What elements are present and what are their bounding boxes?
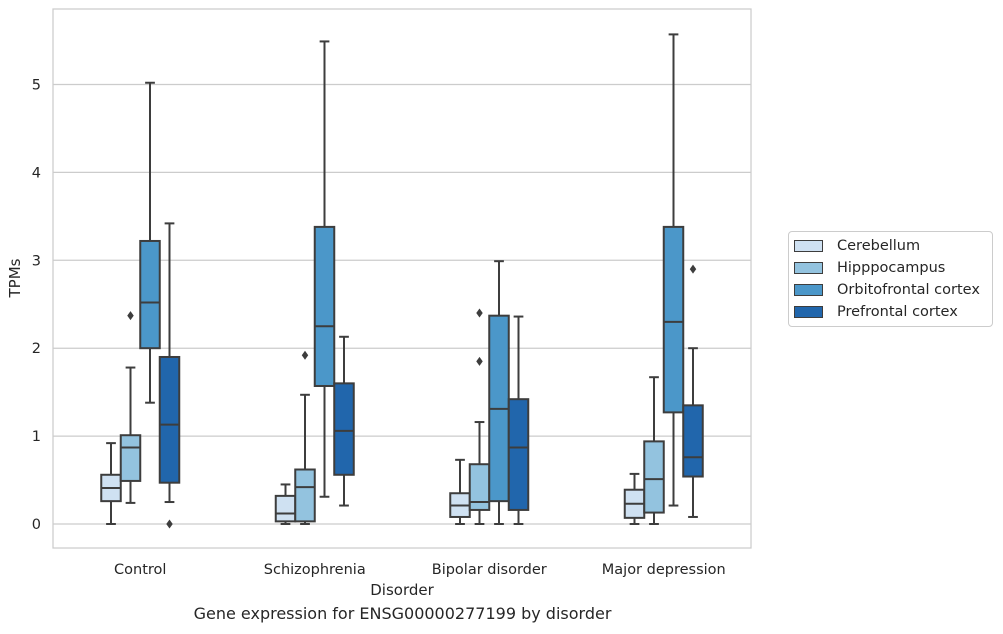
- iqr-box: [313, 225, 336, 387]
- x-tick-label: Schizophrenia: [264, 562, 366, 578]
- legend-label: Cerebellum: [837, 238, 921, 254]
- iqr-box: [682, 404, 704, 478]
- y-tick-label: 4: [32, 165, 41, 181]
- box-prefrontal-cortex: [158, 222, 181, 529]
- box-layer: [100, 33, 704, 529]
- box-prefrontal-cortex: [682, 264, 704, 518]
- box-orbitofrontal-cortex: [662, 33, 685, 507]
- legend-label: Prefrontal cortex: [837, 304, 958, 320]
- iqr-box: [274, 494, 297, 523]
- outlier-point: [689, 264, 697, 274]
- box-prefrontal-cortex: [507, 315, 530, 525]
- y-tick-label: 1: [32, 429, 41, 445]
- y-axis-label: TPMs: [6, 258, 24, 298]
- outlier-point: [476, 308, 483, 318]
- y-tick-label: 5: [32, 78, 41, 94]
- box-cerebellum: [274, 483, 297, 525]
- y-tick-label: 0: [32, 517, 41, 533]
- iqr-box: [158, 355, 181, 484]
- box-hipppocampus: [294, 350, 316, 525]
- iqr-box: [333, 382, 355, 476]
- legend-item-orbitofrontal-cortex: Orbitofrontal cortex: [794, 280, 980, 300]
- legend-label: Orbitofrontal cortex: [837, 282, 980, 298]
- x-tick-label: Major depression: [602, 562, 726, 578]
- box-cerebellum: [449, 458, 471, 525]
- iqr-box: [119, 434, 142, 482]
- plot-frame: [52, 8, 752, 549]
- iqr-box: [643, 440, 665, 514]
- outlier-point: [166, 519, 173, 529]
- iqr-box: [139, 239, 161, 350]
- y-tick-label: 3: [32, 253, 41, 269]
- box-hipppocampus: [643, 376, 665, 525]
- box-hipppocampus: [119, 311, 142, 504]
- outlier-point: [127, 311, 134, 321]
- x-tick-label: Bipolar disorder: [432, 562, 547, 578]
- outlier-point: [476, 356, 483, 366]
- y-tick-labels: 0 1 2 3 4 5: [32, 78, 41, 534]
- box-hipppocampus: [468, 308, 491, 525]
- box-cerebellum: [623, 472, 646, 525]
- box-orbitofrontal-cortex: [139, 81, 161, 404]
- legend-item-prefrontal-cortex: Prefrontal cortex: [794, 302, 958, 322]
- legend-swatch-cerebellum: [794, 240, 823, 252]
- box-orbitofrontal-cortex: [313, 40, 336, 498]
- legend-label: Hipppocampus: [837, 260, 946, 276]
- legend-swatch-hippocampus: [794, 262, 823, 274]
- legend-swatch-prefrontal-cortex: [794, 306, 823, 318]
- iqr-box: [294, 468, 316, 523]
- iqr-box: [468, 463, 491, 511]
- iqr-box: [662, 225, 685, 414]
- legend: Cerebellum Hipppocampus Orbitofrontal co…: [788, 231, 993, 327]
- chart-caption: Gene expression for ENSG00000277199 by d…: [193, 604, 612, 623]
- x-axis-label: Disorder: [370, 581, 434, 599]
- box-orbitofrontal-cortex: [488, 260, 510, 525]
- x-tick-label: Control: [114, 562, 166, 578]
- outlier-point: [301, 350, 309, 360]
- iqr-box: [507, 398, 530, 511]
- legend-item-cerebellum: Cerebellum: [794, 236, 920, 256]
- legend-swatch-orbitofrontal-cortex: [794, 284, 823, 296]
- box-cerebellum: [100, 442, 122, 525]
- x-tick-labels: Control Schizophrenia Bipolar disorder Majo…: [114, 562, 726, 578]
- legend-item-hippocampus: Hipppocampus: [794, 258, 945, 278]
- y-tick-label: 2: [32, 341, 41, 357]
- box-prefrontal-cortex: [333, 335, 355, 507]
